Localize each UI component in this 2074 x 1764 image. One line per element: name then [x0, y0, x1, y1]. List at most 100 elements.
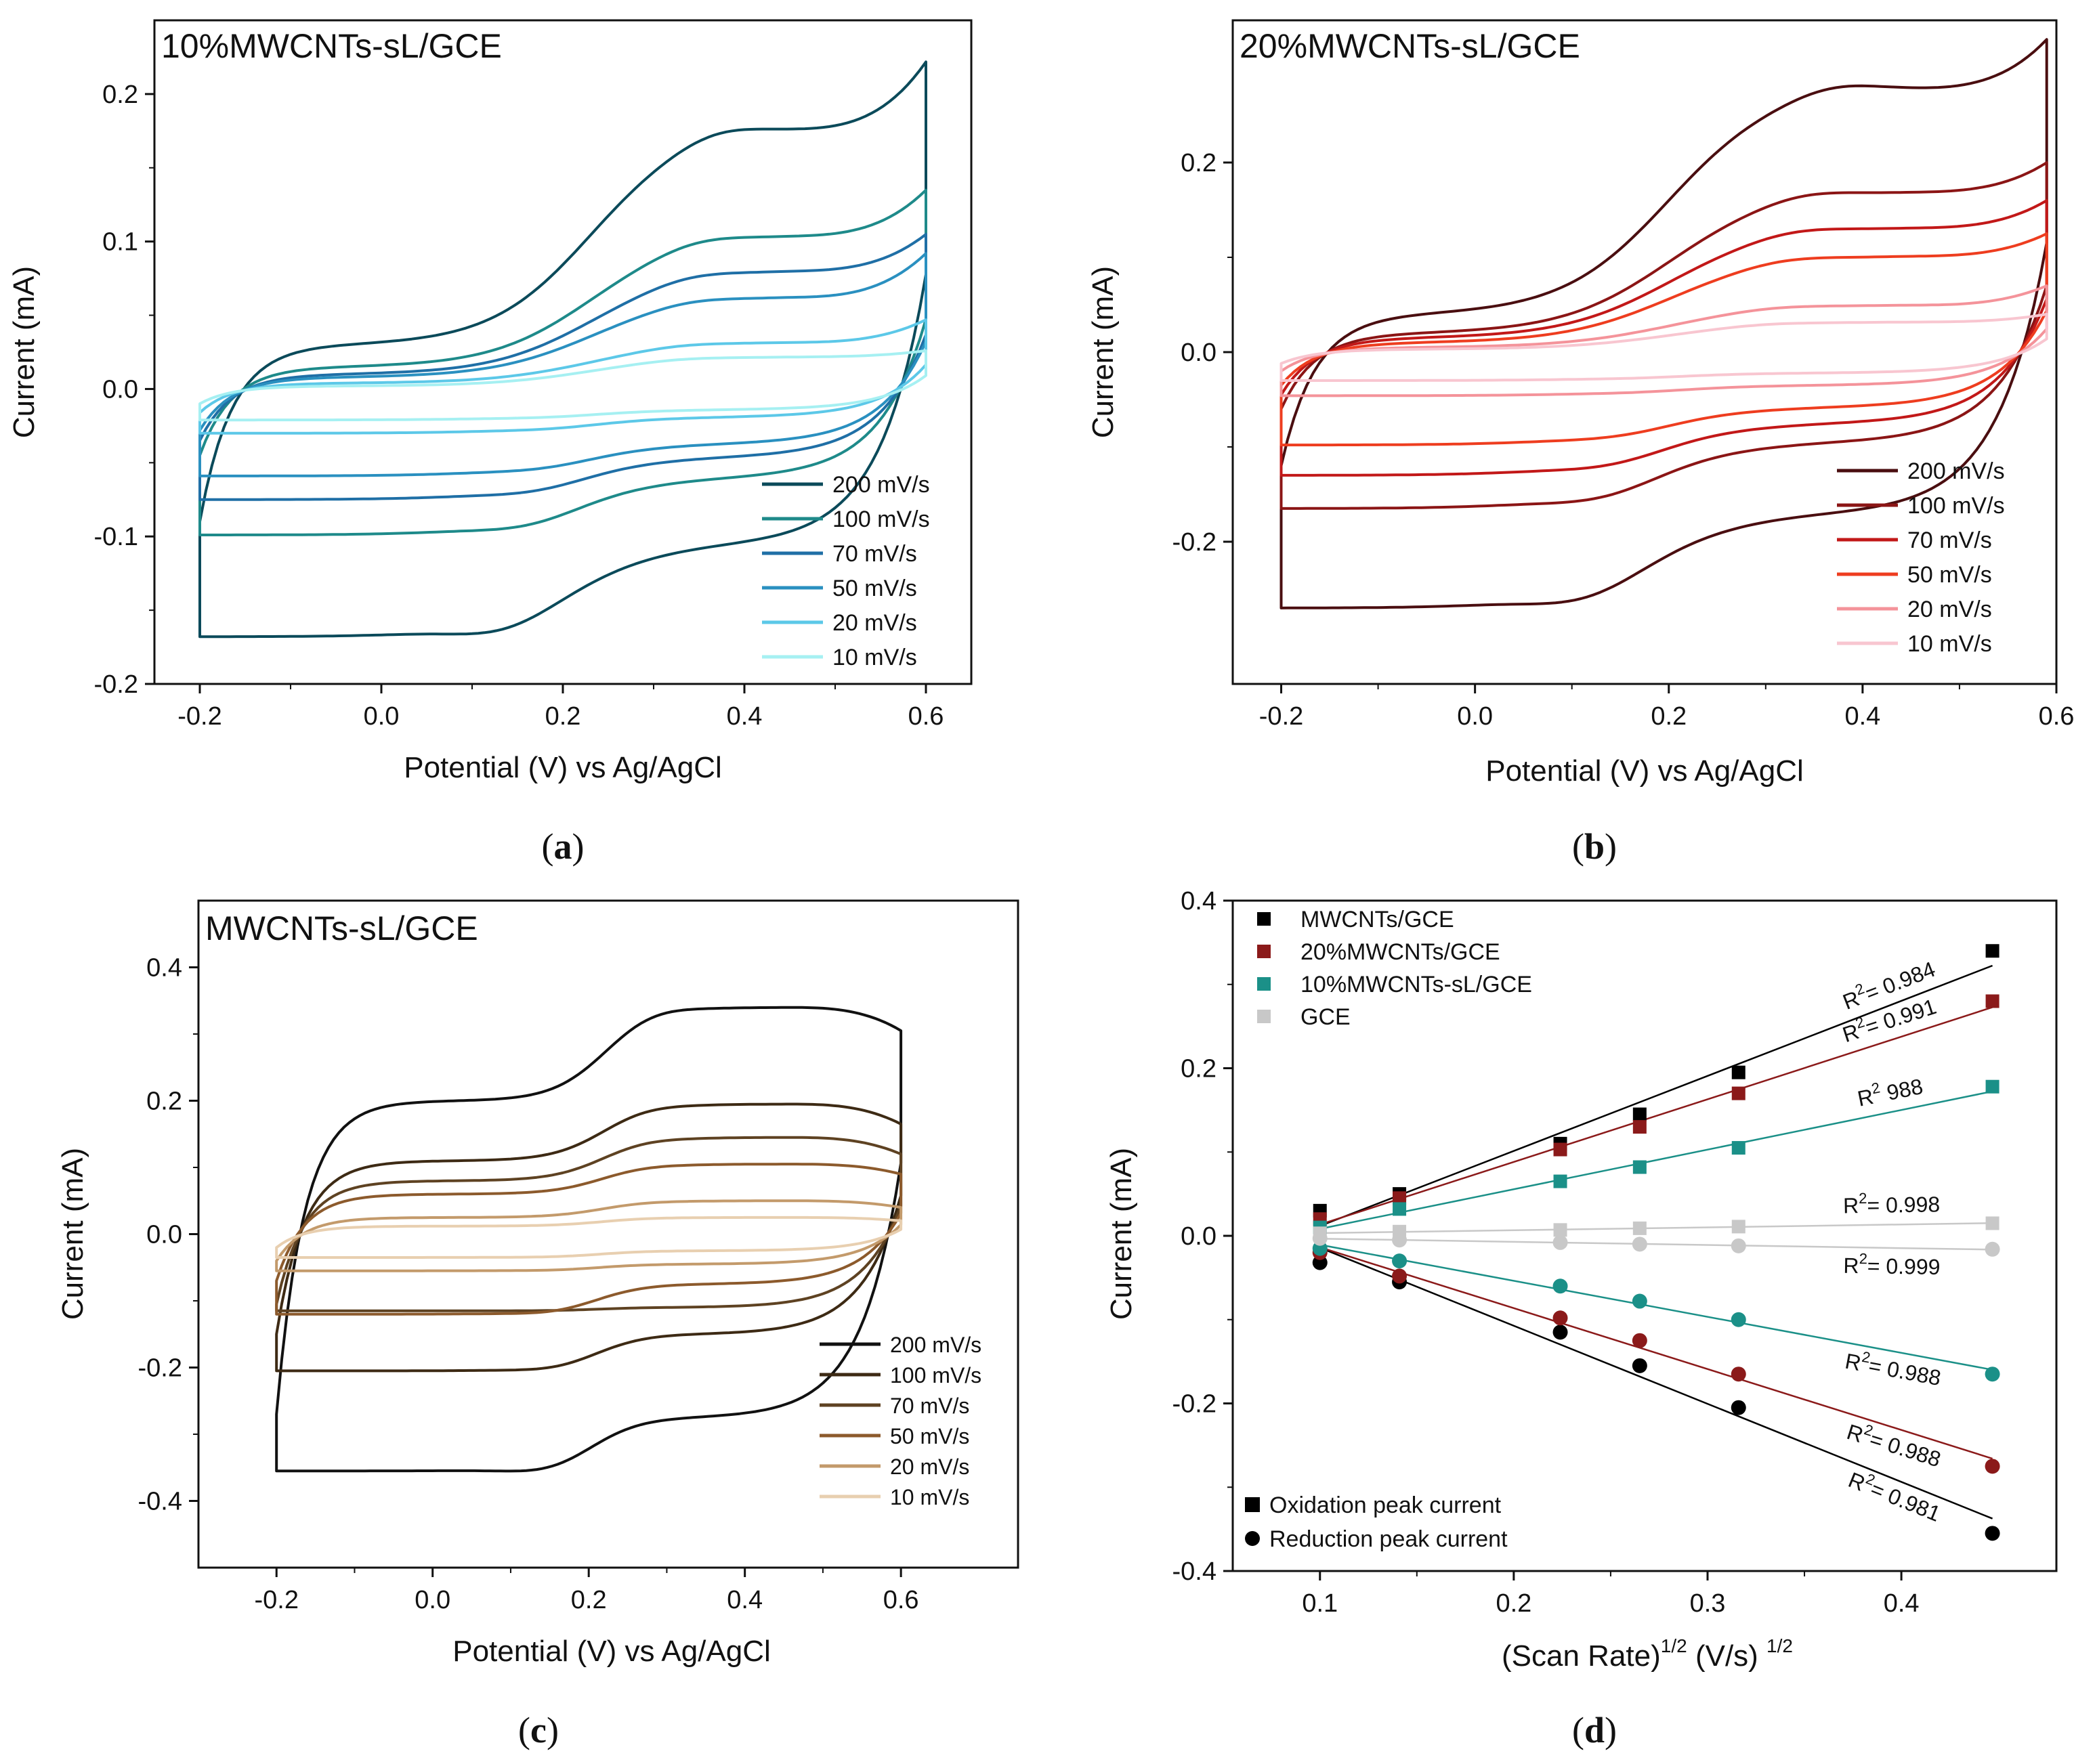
panel-c-legend-label-5: 10 mV/s: [890, 1485, 969, 1509]
panel-d-xtick-label: 0.2: [1496, 1589, 1531, 1618]
panel-b-ytick-label: 0.0: [1181, 339, 1216, 367]
panel-d-point-red-1: [1985, 1459, 2000, 1474]
panel-a-ytick-label: 0.2: [102, 81, 138, 109]
panel-d-legend-label-1: 20%MWCNTs/GCE: [1300, 939, 1500, 965]
panel-d-ytick-label: 0.0: [1181, 1222, 1216, 1251]
panel-c-xtick-label: 0.4: [727, 1586, 763, 1614]
panel-b-cv-curve-2: [1279, 199, 2048, 477]
panel-d-point-ox-1: [1985, 994, 1999, 1008]
panel-b-legend-label-0: 200 mV/s: [1907, 458, 2005, 484]
panel-b-xtick-label: 0.4: [1844, 702, 1880, 731]
panel-b-xtick-label: 0.2: [1651, 702, 1687, 731]
panel-d-point-red-2: [1552, 1278, 1568, 1294]
panel-a-curves: [198, 60, 927, 639]
panel-d-legend: MWCNTs/GCE 20%MWCNTs/GCE 10%MWCNTs-sL/GCE G…: [1245, 907, 1532, 1552]
panel-b-xtick-label: -0.2: [1259, 702, 1303, 731]
panel-d-fits: [1319, 964, 1993, 1520]
panel-d-ytick-label: 0.2: [1181, 1055, 1216, 1083]
panel-a-xtick-label: 0.2: [545, 702, 581, 731]
panel-c-ytick-label: -0.2: [138, 1354, 182, 1383]
panel-a-legend-label-5: 10 mV/s: [832, 645, 917, 670]
panel-d-marker-legend-label-0: Oxidation peak current: [1269, 1492, 1502, 1518]
panel-b-ylabel: Current (mA): [1086, 266, 1120, 438]
panel-a-xtick-label: 0.6: [908, 702, 944, 731]
panel-a-legend-label-2: 70 mV/s: [832, 541, 917, 567]
panel-c-chart: MWCNTs-sL/GCE Current (mA) Potential (V)…: [56, 899, 1019, 1750]
panel-c-xlabel: Potential (V) vs Ag/AgCl: [452, 1635, 771, 1668]
panel-b-legend-label-5: 10 mV/s: [1907, 631, 1992, 657]
panel-b-xlabel: Potential (V) vs Ag/AgCl: [1485, 754, 1804, 788]
panel-c-ytick-label: -0.4: [138, 1488, 182, 1516]
panel-d-xlabel: (Scan Rate)1/2 (V/s) 1/2: [1502, 1635, 1793, 1673]
panel-d-marker-legend-circle: [1245, 1531, 1260, 1546]
panel-a-legend: 200 mV/s 100 mV/s 70 mV/s 50 mV/s 20 mV/s 10 …: [762, 472, 930, 670]
panel-c-xtick-label: 0.0: [415, 1586, 450, 1614]
panel-d-point-ox-0: [1632, 1107, 1647, 1121]
panel-a-ticks: -0.2 0.0 0.2 0.4 0.6 -0.2 -0.1 0.0 0.1 0.2: [94, 81, 944, 731]
panel-b-curves: [1279, 38, 2048, 609]
panel-c-cv-curve-1: [275, 1102, 903, 1373]
panel-c-title: MWCNTs-sL/GCE: [205, 909, 478, 947]
panel-a-ytick-label: -0.2: [94, 670, 138, 699]
panel-c-cv-curve-3: [275, 1163, 903, 1316]
panel-d-legend-marker-1: [1257, 945, 1271, 958]
panel-d-point-ox-2: [1553, 1174, 1567, 1188]
panel-d-marker-legend-square: [1245, 1497, 1260, 1512]
panel-d-fit-reduction-1: [1319, 1246, 1993, 1460]
panel-d-r2-oxidation-2: R2 988: [1855, 1071, 1925, 1111]
panel-d-point-ox-1: [1632, 1120, 1647, 1134]
panel-b-xtick-label: 0.0: [1457, 702, 1493, 731]
panel-c-cv-curve-4: [275, 1199, 903, 1272]
panel-d-legend-label-3: GCE: [1300, 1004, 1351, 1030]
panel-b-chart: 20%MWCNTs-sL/GCE Current (mA) Potential …: [1086, 19, 2074, 867]
panel-d-point-red-1: [1632, 1333, 1647, 1348]
panel-d-point-red-2: [1731, 1312, 1746, 1327]
panel-d-point-ox-2: [1985, 1079, 1999, 1094]
panel-d-legend-label-2: 10%MWCNTs-sL/GCE: [1300, 972, 1532, 997]
panel-b-xtick-label: 0.6: [2039, 702, 2074, 731]
panel-d-r2-reduction-3: R2= 0.999: [1843, 1250, 1941, 1279]
panel-b-legend-label-2: 70 mV/s: [1907, 528, 1992, 553]
panel-d-point-ox-1: [1553, 1142, 1567, 1157]
panel-c-ytick-label: 0.0: [146, 1221, 182, 1249]
panel-d-xtick-label: 0.3: [1690, 1589, 1726, 1618]
panel-d-ytick-label: -0.2: [1172, 1390, 1216, 1419]
panel-a-ytick-label: -0.1: [94, 523, 138, 551]
panel-b-legend-label-4: 20 mV/s: [1907, 597, 1992, 622]
panel-c-legend: 200 mV/s 100 mV/s 70 mV/s 50 mV/s 20 mV/s 10 …: [820, 1333, 981, 1509]
panel-d-ytick-label: -0.4: [1172, 1557, 1216, 1586]
panel-a-cv-curve-0: [198, 60, 927, 639]
panel-c-legend-label-0: 200 mV/s: [890, 1333, 981, 1357]
panel-c-ytick-label: 0.4: [146, 954, 182, 983]
panel-d-point-red-0: [1552, 1325, 1568, 1340]
panel-d-point-red-3: [1632, 1236, 1647, 1252]
panel-b-label: (b): [1572, 826, 1617, 867]
panel-d-point-red-3: [1312, 1230, 1328, 1246]
panel-a-cv-curve-5: [198, 349, 927, 422]
panel-a-ytick-label: 0.0: [102, 375, 138, 404]
panel-d-legend-marker-2: [1257, 977, 1271, 991]
panel-d-fit-oxidation-2: [1319, 1090, 1993, 1230]
panel-d-point-ox-3: [1632, 1221, 1647, 1235]
panel-d-points: [1312, 944, 2000, 1541]
panel-c-xtick-label: -0.2: [254, 1586, 298, 1614]
panel-c-xtick-label: 0.6: [883, 1586, 919, 1614]
panel-d-legend-label-0: MWCNTs/GCE: [1300, 907, 1454, 932]
panel-d-point-red-1: [1731, 1367, 1746, 1382]
panel-b-cv-curve-0: [1279, 38, 2048, 609]
panel-d-point-red-3: [1552, 1234, 1568, 1250]
panel-c-ylabel: Current (mA): [56, 1148, 89, 1320]
panel-a-xtick-label: 0.0: [364, 702, 400, 731]
panel-c-cv-curve-5: [275, 1216, 903, 1259]
panel-c-legend-label-4: 20 mV/s: [890, 1455, 969, 1479]
panel-c-legend-label-2: 70 mV/s: [890, 1394, 969, 1418]
panel-d-point-red-2: [1392, 1253, 1408, 1269]
panel-b-ticks: -0.2 0.0 0.2 0.4 0.6 -0.2 0.0 0.2: [1172, 149, 2074, 731]
panel-d-point-red-2: [1632, 1293, 1647, 1309]
panel-d-point-red-0: [1985, 1526, 2000, 1541]
panel-d-legend-marker-0: [1257, 912, 1271, 926]
panel-d-r2-reduction-0: R2= 0.981: [1845, 1464, 1945, 1526]
panel-d-marker-legend-label-1: Reduction peak current: [1269, 1526, 1508, 1552]
panel-d-fit-oxidation-1: [1319, 1006, 1993, 1226]
